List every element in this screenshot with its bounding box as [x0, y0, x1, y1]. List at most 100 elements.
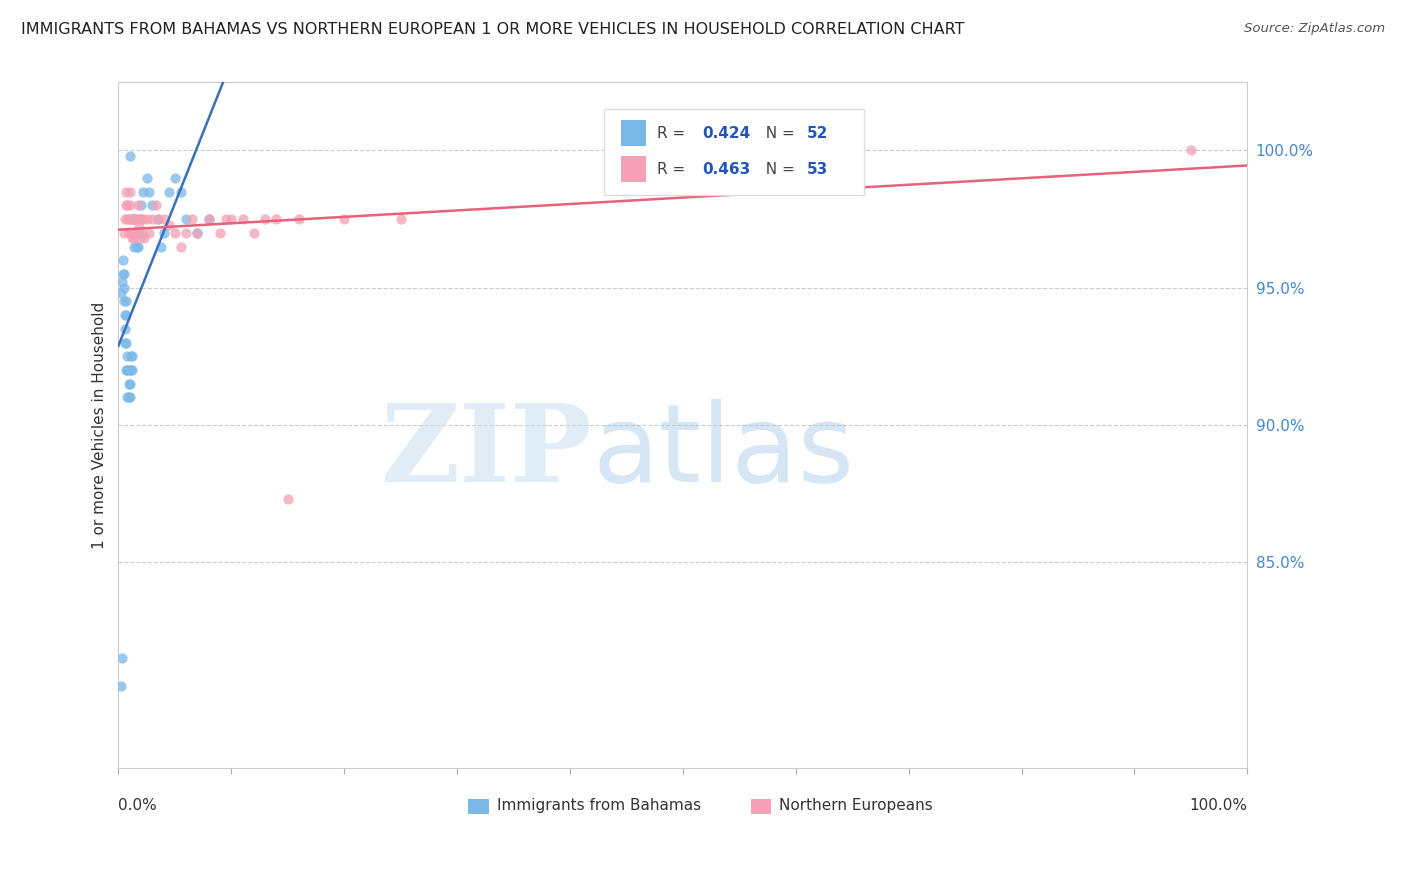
Point [135, 212, 157, 227]
Text: atlas: atlas [592, 400, 855, 505]
Text: R =: R = [657, 161, 690, 177]
Point [111, 275, 134, 289]
Point [124, 226, 146, 240]
Point [121, 363, 143, 377]
Point [117, 198, 139, 212]
Point [121, 349, 143, 363]
Point [152, 226, 174, 240]
Point [128, 226, 150, 240]
Text: 0.0%: 0.0% [118, 798, 157, 814]
Point [197, 212, 219, 227]
Point [124, 226, 146, 240]
Point [152, 212, 174, 227]
Point [118, 149, 141, 163]
Point [117, 391, 139, 405]
Text: 53: 53 [807, 161, 828, 177]
Point [117, 349, 139, 363]
Point [215, 212, 238, 227]
Point [120, 226, 142, 240]
Point [122, 212, 145, 227]
Bar [621, 156, 645, 182]
Point [157, 185, 180, 199]
Point [180, 212, 202, 227]
Point [174, 212, 197, 227]
Point [118, 198, 141, 212]
Point [122, 226, 145, 240]
Point [122, 239, 145, 253]
Point [157, 218, 180, 232]
Point [169, 239, 191, 253]
Point [141, 198, 163, 212]
Text: R =: R = [657, 126, 690, 141]
Point [128, 212, 150, 227]
Point [117, 212, 139, 227]
Point [333, 212, 356, 227]
Point [122, 212, 145, 227]
Point [186, 226, 208, 240]
Point [138, 185, 160, 199]
Point [243, 226, 266, 240]
Text: 100.0%: 100.0% [1189, 798, 1247, 814]
Point [132, 212, 155, 227]
Text: 0.424: 0.424 [702, 126, 751, 141]
Point [112, 267, 135, 281]
Point [112, 226, 135, 240]
Point [232, 212, 254, 227]
Point [111, 651, 134, 665]
Point [288, 212, 311, 227]
Point [115, 335, 138, 350]
Point [115, 294, 138, 309]
Point [114, 335, 136, 350]
Point [389, 212, 412, 227]
Point [146, 212, 169, 227]
Point [128, 220, 150, 235]
Point [132, 185, 155, 199]
Point [209, 226, 232, 240]
Point [110, 286, 132, 301]
Point [138, 226, 160, 240]
Point [163, 170, 186, 185]
Point [112, 281, 135, 295]
Point [120, 349, 142, 363]
Text: Source: ZipAtlas.com: Source: ZipAtlas.com [1244, 22, 1385, 36]
Point [117, 376, 139, 391]
Point [174, 226, 197, 240]
Point [121, 231, 143, 245]
Point [111, 253, 134, 268]
Point [114, 212, 136, 227]
Point [118, 376, 141, 391]
Point [129, 198, 152, 212]
Point [118, 185, 141, 199]
Point [115, 198, 138, 212]
Point [146, 212, 169, 227]
Point [114, 308, 136, 322]
Point [134, 231, 156, 245]
Bar [621, 120, 645, 146]
Point [186, 226, 208, 240]
Point [122, 226, 145, 240]
Point [277, 491, 299, 506]
Point [254, 212, 277, 227]
Point [1180, 144, 1202, 158]
Point [120, 363, 142, 377]
Point [266, 212, 288, 227]
Point [169, 185, 191, 199]
Point [120, 212, 142, 227]
Point [785, 144, 807, 158]
Point [122, 231, 145, 245]
Point [127, 198, 149, 212]
Point [125, 239, 148, 253]
Text: 0.463: 0.463 [702, 161, 751, 177]
Point [163, 226, 186, 240]
Text: ZIP: ZIP [381, 400, 592, 505]
Point [135, 170, 157, 185]
Point [221, 212, 243, 227]
Bar [468, 799, 489, 814]
Point [117, 391, 139, 405]
Text: Immigrants from Bahamas: Immigrants from Bahamas [496, 798, 700, 814]
Point [121, 212, 143, 227]
Point [118, 391, 141, 405]
Point [125, 212, 148, 227]
Text: 52: 52 [807, 126, 828, 141]
Point [110, 679, 132, 693]
